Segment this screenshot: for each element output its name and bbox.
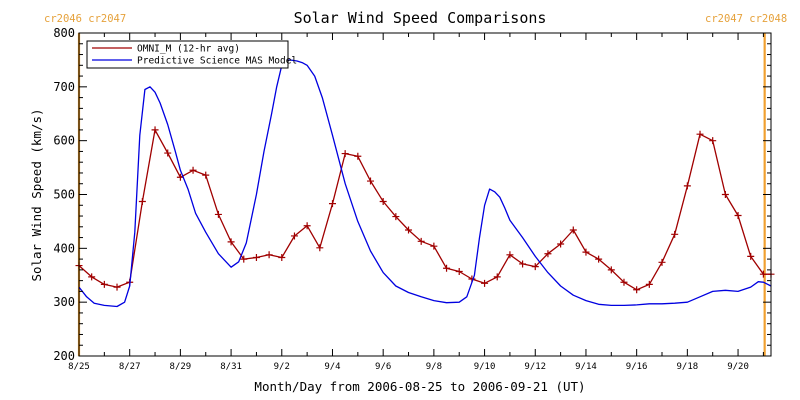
data-point-omni [214, 210, 222, 218]
data-point-omni [734, 211, 742, 219]
x-tick-label: 9/16 [626, 362, 648, 372]
x-tick-label: 9/18 [677, 362, 699, 372]
x-tick-label: 9/4 [324, 362, 340, 372]
data-point-omni [683, 182, 691, 190]
data-point-omni [417, 237, 425, 245]
x-tick-label: 8/25 [68, 362, 90, 372]
data-point-omni [544, 250, 552, 258]
data-point-omni [88, 273, 96, 281]
data-point-omni [240, 255, 248, 263]
axes [78, 32, 772, 357]
legend-label-omni: OMNI_M (12-hr avg) [137, 44, 240, 55]
y-tick-label: 500 [53, 188, 75, 202]
data-point-omni [519, 260, 527, 268]
data-point-omni [265, 251, 273, 259]
data-point-omni [607, 266, 615, 274]
data-point-omni [138, 197, 146, 205]
series-mas-line [78, 59, 772, 308]
data-point-omni [290, 232, 298, 240]
data-point-omni [759, 270, 767, 278]
plot-frame [78, 32, 772, 357]
data-point-omni [658, 258, 666, 266]
data-point-omni [443, 264, 451, 272]
data-point-omni [189, 166, 197, 174]
data-point-omni [671, 230, 679, 238]
y-tick-label: 400 [53, 241, 75, 255]
chart-title: Solar Wind Speed Comparisons [294, 9, 547, 27]
data-point-omni [278, 253, 286, 261]
data-point-omni [531, 263, 539, 271]
y-tick-label: 600 [53, 134, 75, 148]
data-point-omni [620, 278, 628, 286]
data-point-omni [709, 137, 717, 145]
data-point-omni [747, 252, 755, 260]
y-tick-label: 800 [53, 26, 75, 40]
data-point-omni [367, 177, 375, 185]
data-point-omni [569, 226, 577, 234]
data-point-omni [341, 150, 349, 158]
data-point-omni [455, 267, 463, 275]
data-point-omni [481, 279, 489, 287]
x-tick-label: 9/10 [474, 362, 496, 372]
x-tick-label: 9/20 [727, 362, 749, 372]
x-tick-label: 9/8 [426, 362, 442, 372]
x-tick-label: 9/14 [575, 362, 597, 372]
data-point-omni [405, 226, 413, 234]
x-tick-label: 8/29 [170, 362, 192, 372]
series-omni-line [78, 129, 771, 291]
data-point-omni [430, 242, 438, 250]
data-point-omni [227, 238, 235, 246]
x-ticks: 8/25 8/27 8/29 8/31 9/2 9/4 9/6 9/8 9/10 9/12 9/14… [68, 33, 764, 372]
data-point-omni [595, 255, 603, 263]
legend-box [86, 40, 289, 69]
y-tick-label: 700 [53, 80, 75, 94]
data-point-omni [379, 197, 387, 205]
data-point-omni [328, 200, 336, 208]
data-point-omni [100, 280, 108, 288]
series-layer [75, 59, 775, 308]
legend: OMNI_M (12-hr avg) Predictive Science MA… [86, 40, 297, 69]
data-point-omni [316, 244, 324, 252]
carrington-label-right: cr2047 cr2048 [705, 13, 787, 25]
y-tick-label: 200 [53, 349, 75, 363]
data-point-omni [354, 152, 362, 160]
data-point-omni [113, 283, 121, 291]
data-point-omni [557, 240, 565, 248]
data-point-omni [303, 222, 311, 230]
carrington-boundaries [77, 33, 766, 356]
data-point-omni [252, 253, 260, 261]
data-point-omni [696, 130, 704, 138]
data-point-omni [633, 286, 641, 294]
legend-label-mas: Predictive Science MAS Model [137, 56, 297, 67]
data-point-omni [582, 248, 590, 256]
x-tick-label: 8/27 [119, 362, 141, 372]
data-point-omni [493, 273, 501, 281]
data-point-omni [164, 149, 172, 157]
y-tick-label: 300 [53, 295, 75, 309]
data-point-omni [202, 171, 210, 179]
data-point-omni [151, 126, 159, 134]
carrington-label-left: cr2046 cr2047 [44, 13, 126, 25]
x-tick-label: 9/12 [524, 362, 546, 372]
x-axis-label: Month/Day from 2006-08-25 to 2006-09-21 … [254, 379, 585, 394]
x-tick-label: 9/6 [375, 362, 391, 372]
x-tick-label: 9/2 [274, 362, 290, 372]
y-axis-label: Solar Wind Speed (km/s) [29, 108, 44, 281]
data-point-omni [721, 191, 729, 198]
data-point-omni [392, 213, 400, 221]
x-tick-label: 8/31 [220, 362, 242, 372]
y-ticks: 200 300 400 500 600 700 800 [53, 26, 771, 363]
data-point-omni [645, 280, 653, 288]
data-point-omni [506, 251, 514, 259]
